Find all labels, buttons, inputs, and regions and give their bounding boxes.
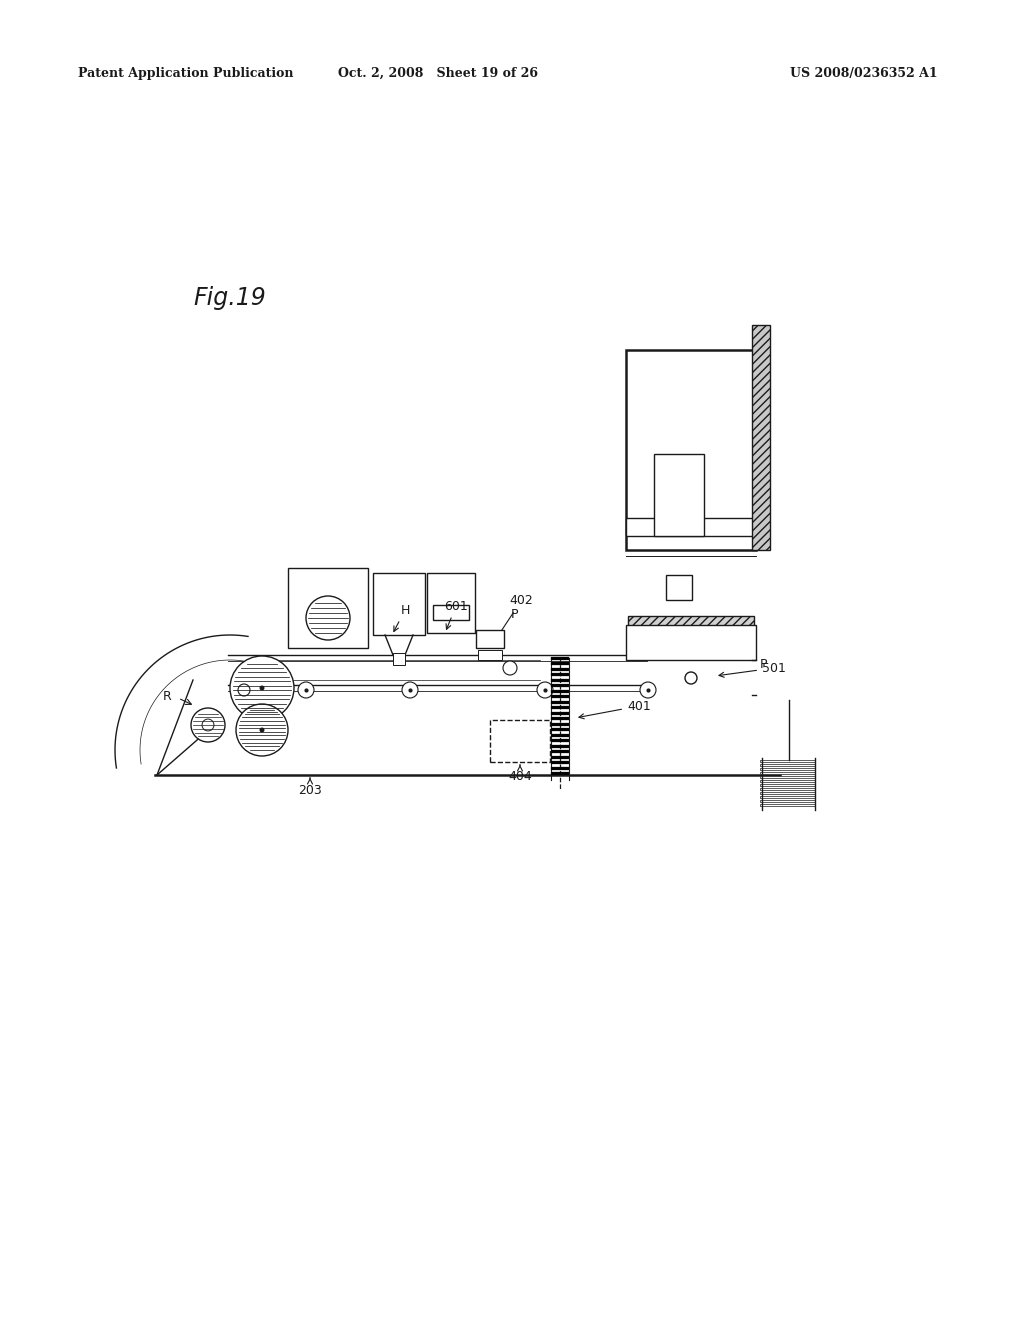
- Circle shape: [685, 672, 697, 684]
- Text: R: R: [163, 689, 172, 702]
- Circle shape: [306, 597, 350, 640]
- Text: H: H: [394, 603, 410, 631]
- Text: Patent Application Publication: Patent Application Publication: [78, 66, 294, 79]
- Bar: [551, 678, 569, 681]
- Circle shape: [503, 661, 517, 675]
- Circle shape: [191, 708, 225, 742]
- Circle shape: [230, 656, 294, 719]
- Circle shape: [238, 684, 250, 696]
- Text: 404: 404: [508, 766, 531, 784]
- Bar: [760, 776, 815, 777]
- Bar: [760, 784, 815, 785]
- Bar: [551, 696, 569, 698]
- Bar: [551, 722, 569, 726]
- Bar: [551, 739, 569, 742]
- Bar: [476, 630, 504, 648]
- Bar: [628, 616, 754, 638]
- Bar: [551, 750, 569, 752]
- Circle shape: [236, 704, 288, 756]
- Bar: [760, 767, 815, 770]
- Text: P: P: [760, 659, 768, 672]
- Bar: [760, 796, 815, 797]
- Bar: [760, 763, 815, 766]
- Bar: [551, 706, 569, 709]
- Bar: [551, 689, 569, 693]
- Text: 501: 501: [719, 661, 785, 677]
- Text: 401: 401: [579, 700, 650, 719]
- Bar: [654, 454, 705, 536]
- Circle shape: [298, 682, 314, 698]
- Bar: [626, 350, 756, 550]
- Bar: [551, 772, 569, 775]
- Bar: [752, 325, 770, 550]
- Bar: [760, 800, 815, 801]
- Bar: [393, 653, 406, 665]
- Text: Oct. 2, 2008   Sheet 19 of 26: Oct. 2, 2008 Sheet 19 of 26: [338, 66, 538, 79]
- Bar: [551, 717, 569, 719]
- Bar: [551, 684, 569, 686]
- Text: 402: 402: [493, 594, 532, 644]
- Bar: [427, 573, 475, 634]
- Bar: [760, 788, 815, 789]
- Bar: [551, 729, 569, 731]
- Bar: [760, 771, 815, 774]
- Bar: [288, 568, 368, 648]
- Bar: [760, 792, 815, 793]
- Bar: [760, 759, 815, 762]
- Text: 203: 203: [298, 777, 322, 796]
- Circle shape: [640, 682, 656, 698]
- Circle shape: [402, 682, 418, 698]
- Bar: [433, 605, 469, 620]
- Bar: [551, 734, 569, 737]
- Bar: [760, 804, 815, 805]
- Text: P: P: [511, 607, 518, 620]
- Bar: [551, 744, 569, 747]
- Text: US 2008/0236352 A1: US 2008/0236352 A1: [790, 66, 938, 79]
- Bar: [626, 624, 756, 660]
- Bar: [478, 649, 502, 660]
- Bar: [551, 762, 569, 764]
- Bar: [373, 573, 425, 635]
- Bar: [551, 701, 569, 704]
- Circle shape: [537, 682, 553, 698]
- Bar: [551, 767, 569, 770]
- Bar: [551, 755, 569, 759]
- Bar: [760, 780, 815, 781]
- Bar: [551, 668, 569, 671]
- Bar: [551, 711, 569, 714]
- Text: Fig.19: Fig.19: [193, 286, 266, 310]
- Text: 601: 601: [444, 599, 468, 630]
- Circle shape: [259, 727, 264, 733]
- Bar: [551, 663, 569, 665]
- Bar: [626, 517, 756, 536]
- Bar: [551, 656, 569, 660]
- Bar: [551, 673, 569, 676]
- Circle shape: [202, 719, 214, 731]
- Circle shape: [259, 685, 264, 690]
- Bar: [490, 719, 550, 762]
- Bar: [666, 576, 692, 601]
